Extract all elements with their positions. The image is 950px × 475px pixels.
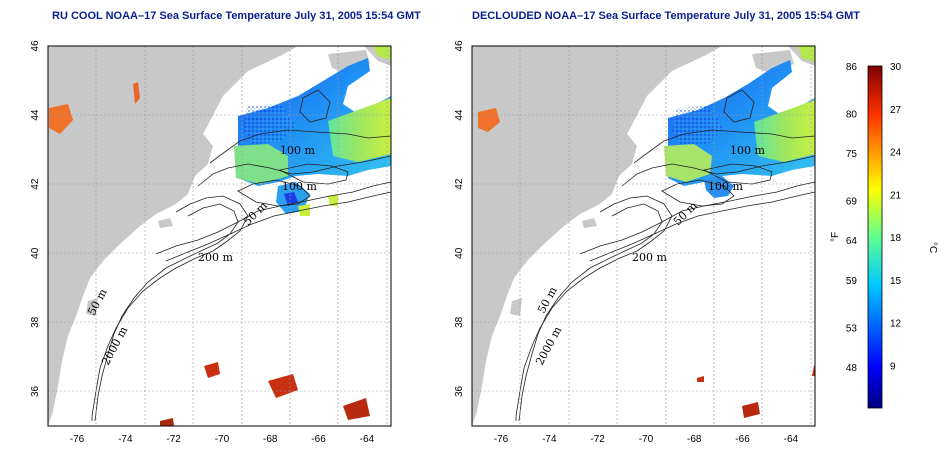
contour-label-100m-inner: 100 m (282, 180, 317, 193)
colorbar-fahrenheit-tick: 53 (846, 323, 858, 334)
left-lon-tick-label: -64 (360, 434, 375, 445)
colorbar-gradient (867, 65, 883, 409)
right-lon-tick-label: -68 (687, 434, 702, 445)
right-lon-tick-label: -72 (590, 434, 605, 445)
right-lon-tick-label: -76 (494, 434, 509, 445)
contour-label-100m: 100 m (730, 144, 765, 157)
colorbar-fahrenheit-tick: 59 (846, 276, 858, 287)
colorbar-celsius-tick: 21 (890, 190, 902, 201)
colorbar-celsius-tick: 15 (890, 276, 902, 287)
right-lat-tick-label: 44 (454, 109, 465, 121)
left-lon-tick-label: -74 (118, 434, 133, 445)
right-lon-tick-label: -66 (735, 434, 750, 445)
right-lon-tick-label: -64 (784, 434, 799, 445)
colorbar-celsius-tick: 27 (890, 105, 902, 116)
contour-label-200m: 200 m (632, 251, 667, 264)
map-frame (471, 45, 816, 427)
left-lon-tick-label: -70 (215, 434, 230, 445)
right-lat-tick-label: 40 (454, 247, 465, 259)
colorbar-fahrenheit-tick: 48 (846, 363, 858, 374)
left-map-panel: 100 m 100 m 200 m 50 m 50 m 2000 m (47, 45, 392, 427)
unit-celsius-label: °C (927, 242, 938, 253)
temperature-colorbar: 30 27 24 21 18 15 12 9 86 80 75 69 64 59 53 48 °F °C (830, 62, 938, 409)
map-frame (47, 45, 392, 427)
left-lon-tick-label: -72 (166, 434, 181, 445)
contour-label-100m-inner: 100 m (708, 180, 743, 193)
left-lon-tick-label: -68 (263, 434, 278, 445)
left-lat-tick-label: 40 (30, 247, 41, 259)
colorbar-labels: 30 27 24 21 18 15 12 9 86 80 75 69 64 59 53 48 (846, 62, 902, 374)
right-lon-tick-label: -70 (639, 434, 654, 445)
colorbar-celsius-tick: 12 (890, 319, 902, 330)
contour-label-100m: 100 m (280, 144, 315, 157)
left-lat-tick-label: 36 (30, 385, 41, 397)
right-lat-tick-label: 42 (454, 178, 465, 190)
right-lat-tick-label: 46 (454, 40, 465, 52)
right-map-panel: 100 m 100 m 200 m 50 m 50 m 2000 m (471, 45, 816, 427)
right-lat-tick-label: 36 (454, 385, 465, 397)
left-lat-tick-label: 38 (30, 316, 41, 328)
colorbar-fahrenheit-tick: 64 (846, 236, 858, 247)
contour-label-200m: 200 m (198, 251, 233, 264)
right-lon-tick-label: -74 (542, 434, 557, 445)
left-map-title: RU COOL NOAA–17 Sea Surface Temperature … (52, 10, 421, 22)
colorbar-celsius-tick: 9 (890, 361, 896, 372)
colorbar-fahrenheit-tick: 69 (846, 197, 858, 208)
colorbar-celsius-tick: 24 (890, 148, 902, 159)
left-lat-tick-label: 46 (30, 40, 41, 52)
left-lat-tick-label: 44 (30, 109, 41, 121)
right-map-title: DECLOUDED NOAA–17 Sea Surface Temperatur… (472, 10, 861, 22)
left-lon-tick-label: -66 (311, 434, 326, 445)
left-lon-tick-label: -76 (70, 434, 85, 445)
colorbar-fahrenheit-tick: 86 (846, 62, 858, 73)
right-lat-tick-label: 38 (454, 316, 465, 328)
sst-overlay (49, 46, 391, 426)
unit-fahrenheit-label: °F (830, 232, 841, 242)
left-lat-tick-label: 42 (30, 178, 41, 190)
axis-tick-labels: -76 -74 -72 -70 -68 -66 -64 36 38 40 42 44 46 -76 -74 -… (30, 40, 799, 445)
colorbar-celsius-tick: 30 (890, 62, 902, 73)
colorbar-celsius-tick: 18 (890, 233, 902, 244)
colorbar-fahrenheit-tick: 75 (846, 149, 858, 160)
colorbar-fahrenheit-tick: 80 (846, 110, 858, 121)
